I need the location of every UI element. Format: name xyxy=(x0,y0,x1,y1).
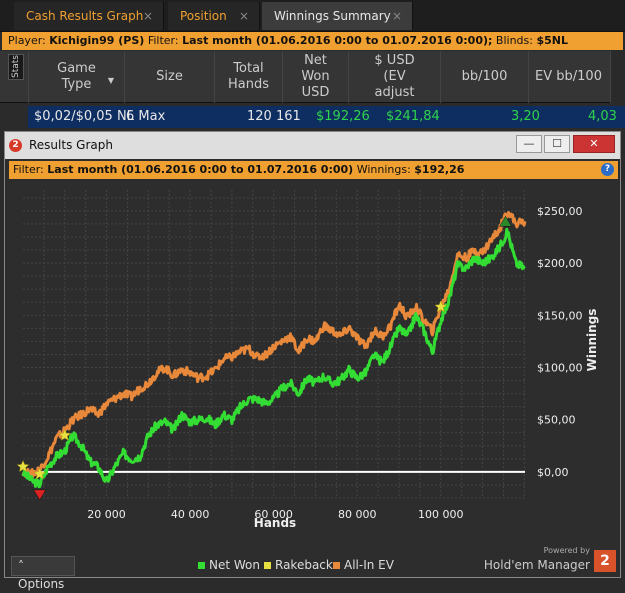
plot-background xyxy=(5,180,620,560)
filter-label: Filter: xyxy=(147,34,179,47)
brand-name: Hold'em Manager xyxy=(483,558,590,572)
close-button[interactable]: ✕ xyxy=(573,135,615,153)
tab-position[interactable]: Position × xyxy=(168,2,260,30)
blinds-label: Blinds: xyxy=(495,34,533,47)
cell-size: 6 Max xyxy=(126,109,166,124)
legend-label: Rakeback xyxy=(275,558,333,572)
options-label: Options xyxy=(18,577,65,591)
winnings-label: Winnings: xyxy=(356,163,411,176)
x-tick-label: 60 000 xyxy=(254,508,293,521)
rakeback-star xyxy=(58,428,72,441)
hm2-badge-icon: 2 xyxy=(594,550,616,572)
tab-label: Position xyxy=(180,9,227,23)
column-size[interactable]: Size xyxy=(124,51,214,103)
column-label: $ USD (EV adjust xyxy=(374,53,415,100)
cell-total-hands: 120 161 xyxy=(247,109,301,124)
tab-label: Cash Results Graph xyxy=(26,9,144,23)
powered-by-text: Powered by xyxy=(543,546,590,555)
window-title: Results Graph xyxy=(29,138,113,152)
legend-swatch xyxy=(198,562,205,569)
player-label: Player: xyxy=(8,34,46,47)
tab-bar: Cash Results Graph × Position × Winnings… xyxy=(0,0,625,32)
tab-winnings-summary[interactable]: Winnings Summary × xyxy=(262,2,413,30)
y-tick-label: $100,00 xyxy=(537,361,583,374)
cell-game-type: $0,02/$0,05 NL xyxy=(34,109,134,124)
column-label: bb/100 xyxy=(461,69,508,84)
up-triangle-marker xyxy=(499,215,512,227)
minimize-button[interactable]: — xyxy=(516,135,542,153)
maximize-button[interactable]: ☐ xyxy=(544,135,570,153)
y-axis-label: Winnings xyxy=(585,309,599,372)
legend-swatch xyxy=(264,562,271,569)
column-ev-adjusted[interactable]: $ USD (EV adjust xyxy=(348,51,440,103)
legend-item-rakeback[interactable]: Rakeback xyxy=(264,556,333,574)
hm2-logo-icon: 2 xyxy=(9,139,22,152)
player-name: Kichigin99 (PS) xyxy=(49,34,145,47)
rakeback-star xyxy=(434,300,448,313)
column-label: Total Hands xyxy=(227,61,269,92)
legend-label: All-In EV xyxy=(344,558,394,572)
legend-swatch xyxy=(333,562,340,569)
y-tick-label: $200,00 xyxy=(537,257,583,270)
filter-value: Last month (01.06.2016 0:00 to 01.07.201… xyxy=(47,163,354,176)
table-row[interactable]: $0,02/$0,05 NL 6 Max 120 161 $192,26 $24… xyxy=(28,106,625,128)
sort-down-icon: ▼ xyxy=(107,76,114,85)
y-tick-label: $50,00 xyxy=(537,414,576,427)
tab-cash-results-graph[interactable]: Cash Results Graph × xyxy=(14,2,164,30)
filter-value: Last month (01.06.2016 0:00 to 01.07.201… xyxy=(182,34,493,47)
table-header xyxy=(0,51,625,103)
x-tick-label: 80 000 xyxy=(338,508,377,521)
window-titlebar[interactable]: 2 Results Graph — ☐ ✕ xyxy=(5,132,620,159)
scrollbar[interactable] xyxy=(610,51,625,103)
cell-bb100: 3,20 xyxy=(511,109,540,124)
close-icon[interactable]: × xyxy=(238,9,249,23)
series-line-net-won xyxy=(21,227,526,489)
cell-ev-bb100: 4,03 xyxy=(588,109,617,124)
rakeback-star xyxy=(33,467,47,480)
rakeback-star xyxy=(16,460,30,473)
y-tick-label: $150,00 xyxy=(537,309,583,322)
results-chart: 20 000 40 000 60 000 80 000 100 000 $0,00 $50,… xyxy=(5,180,620,560)
x-tick-label: 20 000 xyxy=(87,508,126,521)
column-label: Game Type xyxy=(57,61,96,92)
x-axis-label: Hands xyxy=(254,516,296,530)
info-icon[interactable]: ? xyxy=(601,163,614,176)
stats-side-tab[interactable]: Stats xyxy=(8,54,24,80)
filter-label: Filter: xyxy=(13,163,44,176)
column-total-hands[interactable]: Total Hands xyxy=(214,51,282,103)
tab-label: Winnings Summary xyxy=(274,9,391,23)
column-net-won[interactable]: Net Won USD xyxy=(282,51,348,103)
blinds-value: $5NL xyxy=(536,34,569,47)
column-ev-bb100[interactable]: EV bb/100 xyxy=(528,51,608,103)
cell-ev-adjusted: $241,84 xyxy=(386,109,440,124)
axes: 20 000 40 000 60 000 80 000 100 000 $0,00 $50,… xyxy=(23,205,583,521)
graph-filter-bar: Filter: Last month (01.06.2016 0:00 to 0… xyxy=(9,161,618,179)
close-icon[interactable]: × xyxy=(142,9,153,23)
results-graph-window: 2 Results Graph — ☐ ✕ Filter: Last month… xyxy=(4,131,621,591)
event-markers xyxy=(16,215,512,501)
legend-item-all-in-ev[interactable]: All-In EV xyxy=(333,556,394,574)
x-tick-label: 100 000 xyxy=(418,508,464,521)
down-triangle-marker xyxy=(33,489,47,501)
legend-item-net-won[interactable]: Net Won xyxy=(198,556,260,574)
close-icon[interactable]: × xyxy=(391,9,402,23)
y-tick-label: $250,00 xyxy=(537,205,583,218)
chevron-up-icon: ˄ xyxy=(18,559,24,573)
legend-label: Net Won xyxy=(209,558,260,572)
column-label: Net Won USD xyxy=(301,53,330,100)
column-label: Size xyxy=(156,69,183,84)
column-label: EV bb/100 xyxy=(535,69,602,84)
y-tick-label: $0,00 xyxy=(537,466,569,479)
column-game-type[interactable]: Game Type ▼ xyxy=(28,51,124,103)
filter-bar: Player: Kichigin99 (PS) Filter: Last mon… xyxy=(2,32,623,50)
options-button[interactable]: ˄ Options xyxy=(11,556,75,591)
x-tick-label: 40 000 xyxy=(171,508,210,521)
column-bb100[interactable]: bb/100 xyxy=(440,51,528,103)
winnings-value: $192,26 xyxy=(414,163,465,176)
cell-net-won: $192,26 xyxy=(316,109,370,124)
